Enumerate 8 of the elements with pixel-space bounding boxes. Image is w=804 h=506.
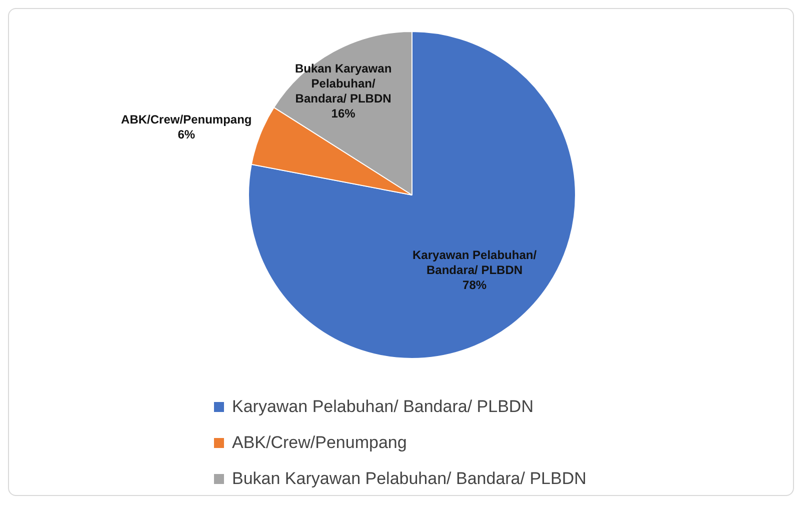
legend-label: ABK/Crew/Penumpang <box>232 433 407 453</box>
slice-label: ABK/Crew/Penumpang <box>121 112 252 126</box>
data-label: 16% <box>331 106 356 121</box>
legend-label: Karyawan Pelabuhan/ Bandara/ PLBDN <box>232 397 534 417</box>
legend-label: Bukan Karyawan Pelabuhan/ Bandara/ PLBDN <box>232 469 586 489</box>
slice-label: Karyawan Pelabuhan/ Bandara/ PLBDN <box>412 248 538 277</box>
data-label: 78% <box>462 278 487 292</box>
data-label: 6% <box>178 127 196 142</box>
